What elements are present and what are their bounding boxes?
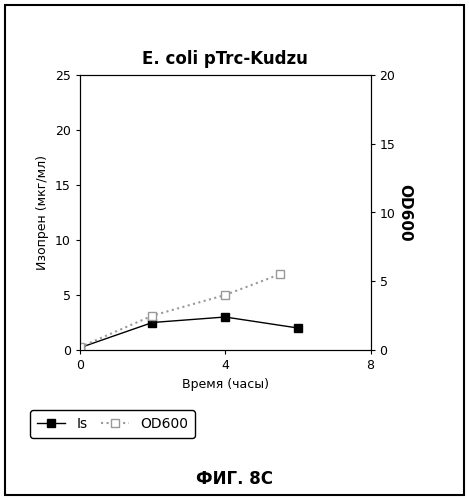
Title: E. coli pTrc-Kudzu: E. coli pTrc-Kudzu (142, 50, 308, 68)
Y-axis label: OD600: OD600 (397, 184, 412, 242)
X-axis label: Время (часы): Время (часы) (182, 378, 269, 390)
Legend: Is, OD600: Is, OD600 (30, 410, 195, 438)
Text: ФИГ. 8С: ФИГ. 8С (196, 470, 273, 488)
Y-axis label: Изопрен (мкг/мл): Изопрен (мкг/мл) (36, 155, 49, 270)
